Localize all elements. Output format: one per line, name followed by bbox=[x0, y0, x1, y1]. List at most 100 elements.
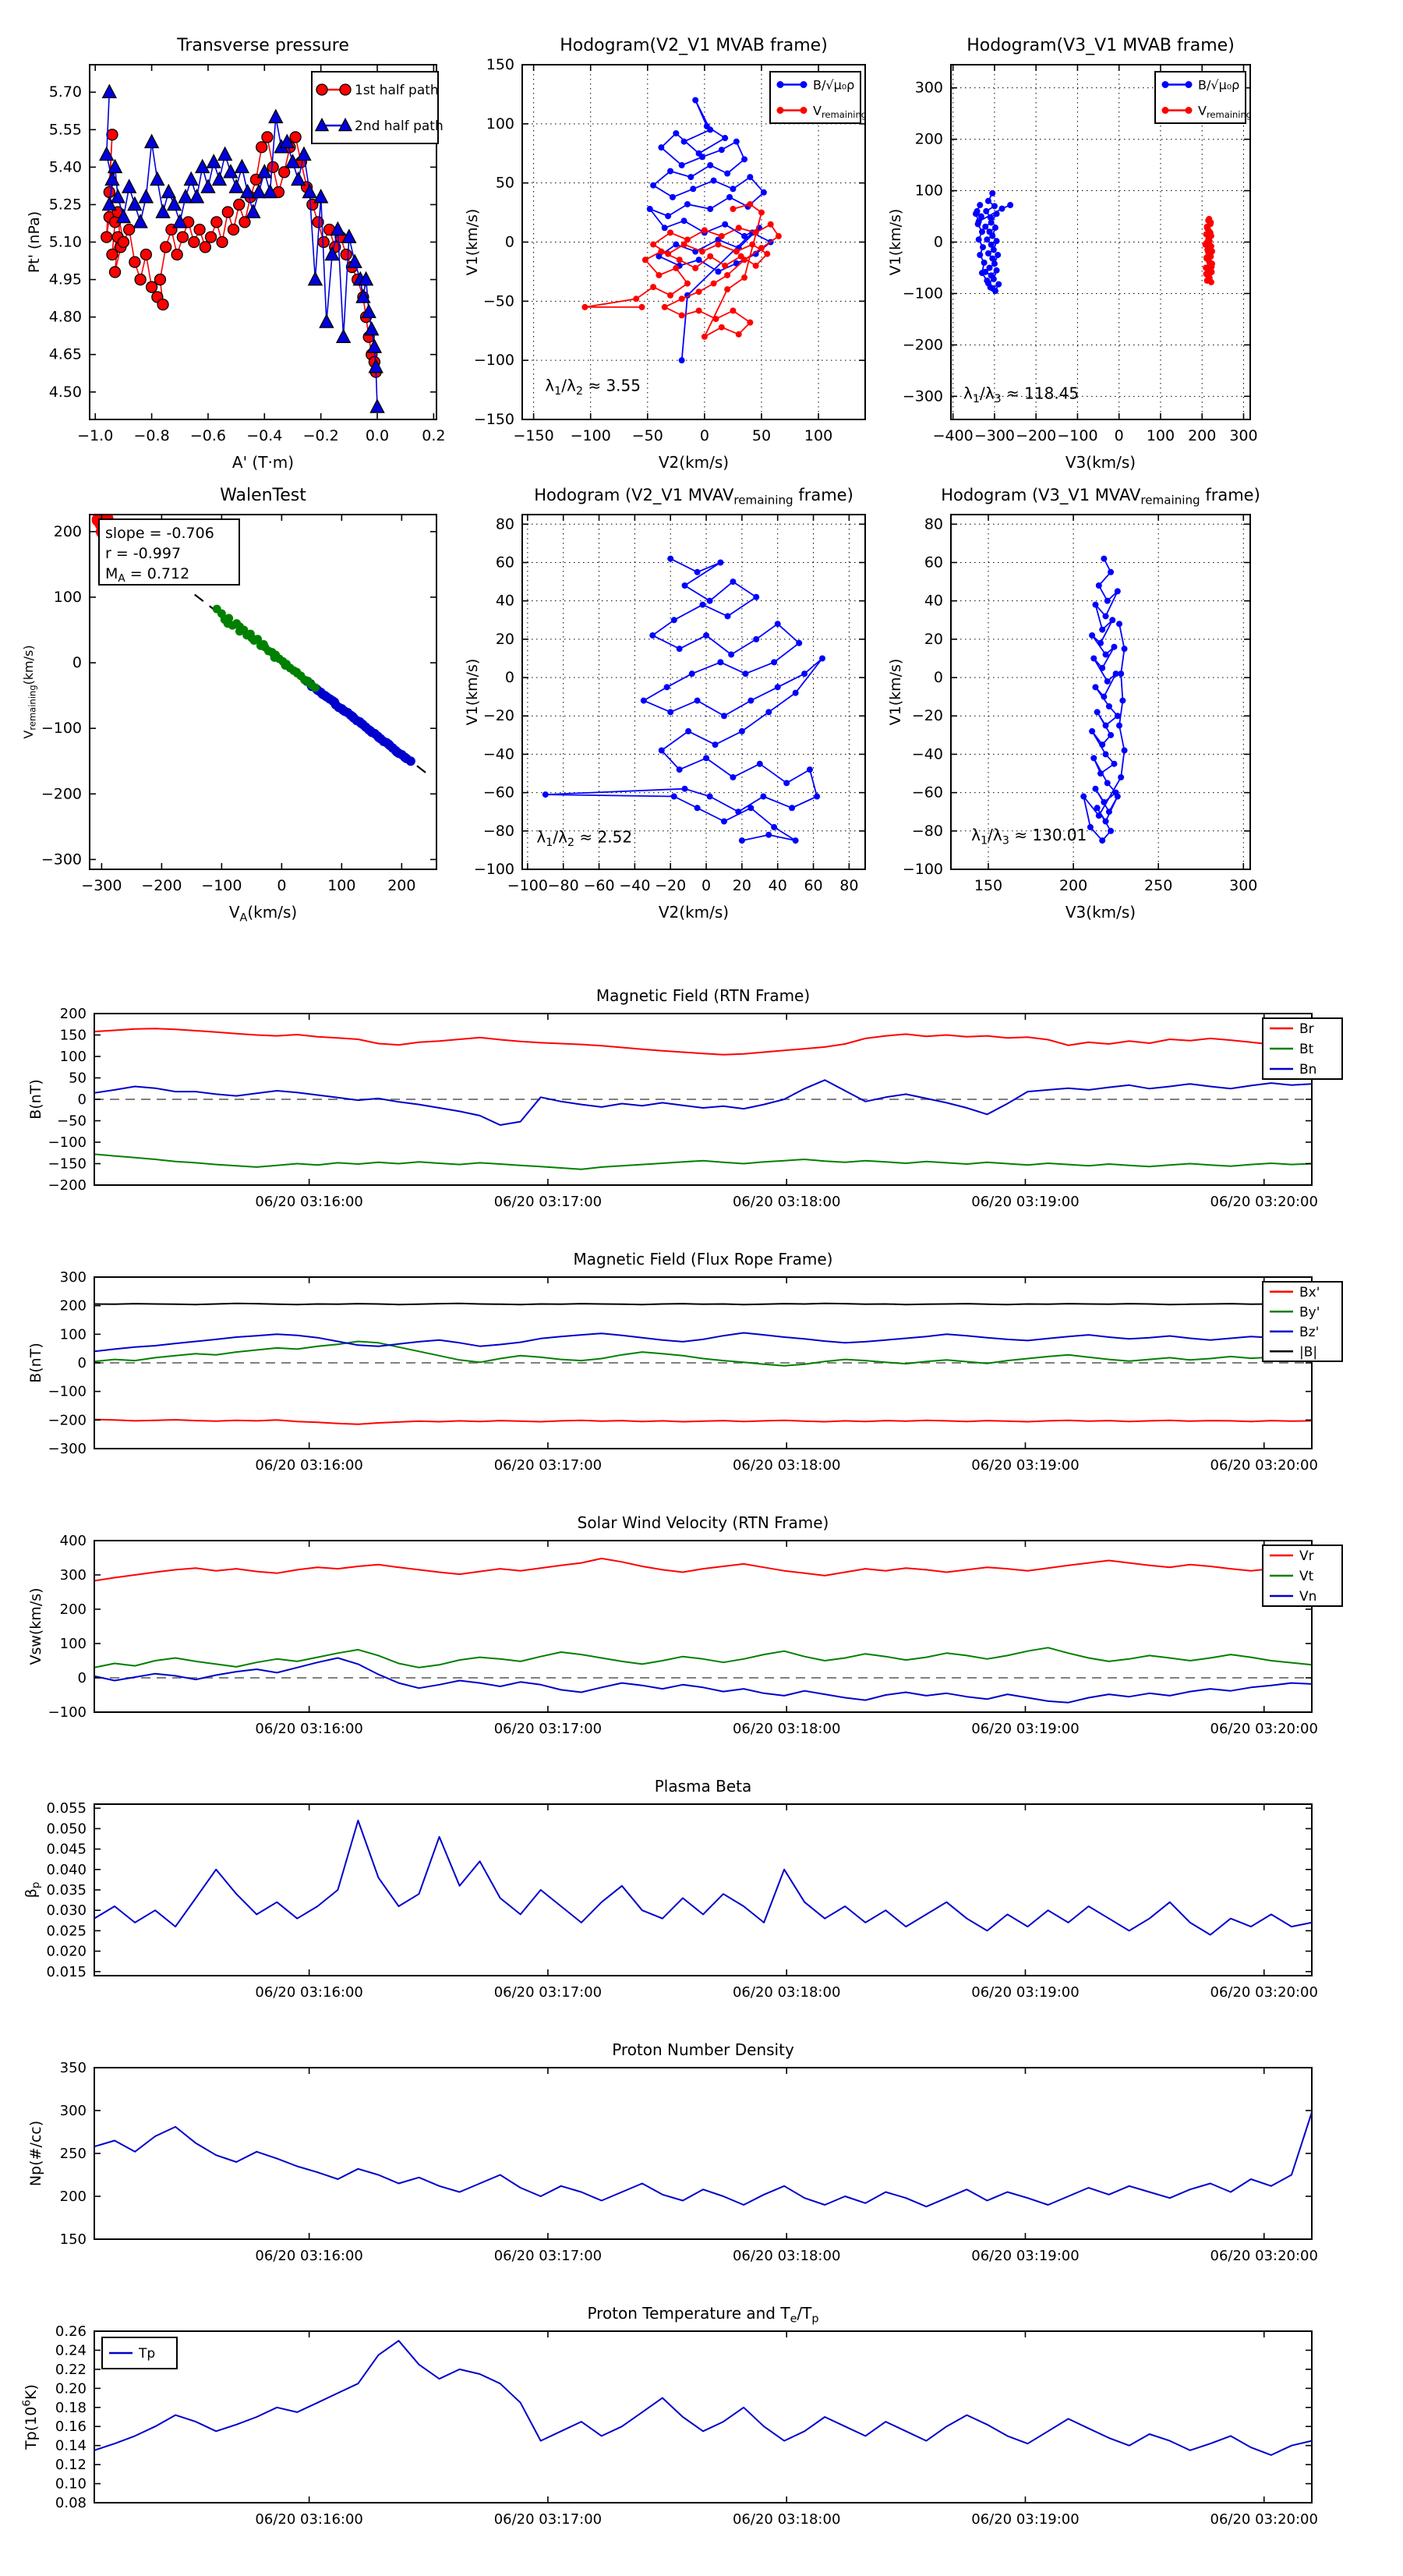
annotation: λ1/λ3 ≈ 130.01 bbox=[971, 826, 1087, 847]
axes-frame bbox=[89, 514, 437, 870]
x-tick-label: −100 bbox=[1057, 427, 1097, 444]
y-tick-label: 5.55 bbox=[49, 121, 82, 138]
x-tick-label: 0.0 bbox=[366, 427, 389, 444]
x-tick-label: −300 bbox=[974, 427, 1015, 444]
y-tick-label: −50 bbox=[483, 292, 514, 310]
svg-text:By': By' bbox=[1299, 1304, 1320, 1320]
y-tick-label: 80 bbox=[924, 515, 943, 533]
y-axis-label: Np(#/cc) bbox=[27, 2121, 44, 2186]
legend: 1st half path 2nd half path bbox=[311, 71, 444, 144]
svg-text:MA = 0.712: MA = 0.712 bbox=[105, 565, 189, 585]
x-tick-label: 200 bbox=[387, 877, 415, 894]
y-tick-label: −100 bbox=[474, 352, 514, 369]
y-tick-label: 0.055 bbox=[46, 1800, 87, 1817]
y-tick-label: 100 bbox=[915, 182, 943, 200]
x-tick-label: −100 bbox=[201, 877, 242, 894]
y-tick-label: 5.40 bbox=[49, 158, 82, 175]
y-tick-label: −80 bbox=[912, 823, 943, 840]
chart-title: WalenTest bbox=[220, 486, 306, 505]
legend: Tp bbox=[101, 2337, 178, 2369]
y-tick-label: 100 bbox=[486, 115, 514, 133]
y-tick-label: 0.26 bbox=[55, 2323, 87, 2340]
legend: Vr Vt Vn bbox=[1262, 1545, 1343, 1607]
y-tick-label: 50 bbox=[69, 1070, 87, 1087]
series-tp bbox=[94, 2340, 1312, 2456]
x-tick-label: 100 bbox=[804, 427, 832, 444]
series-b-sqrt-mu0-rho- bbox=[972, 189, 1014, 295]
chart-hodogram-v3v1-mvav: 150 200 250 300 −100 −80 −60 −40 −20 0 20 40 60 80 Hod… bbox=[887, 486, 1260, 922]
series-2nd-half-path bbox=[99, 83, 385, 413]
series-v-remaining bbox=[581, 200, 782, 340]
y-tick-label: −200 bbox=[48, 1177, 87, 1194]
chart-b-flux-rope: 06/20 03:16:00 06/20 03:17:00 06/20 03:18:… bbox=[27, 1250, 1343, 1474]
x-tick-label: −40 bbox=[619, 877, 650, 894]
svg-text:Vn: Vn bbox=[1299, 1589, 1316, 1605]
svg-text:Vt: Vt bbox=[1299, 1569, 1314, 1584]
y-tick-label: −200 bbox=[41, 785, 82, 802]
y-tick-label: 0.22 bbox=[55, 2362, 87, 2378]
chart-title: Proton Number Density bbox=[612, 2040, 794, 2059]
y-tick-label: 80 bbox=[496, 515, 514, 533]
x-tick-label: −100 bbox=[507, 877, 548, 894]
y-tick-label: 0.16 bbox=[55, 2419, 87, 2435]
svg-text:B/√μ₀ρ: B/√μ₀ρ bbox=[813, 78, 854, 93]
x-tick-label: 06/20 03:17:00 bbox=[494, 2511, 602, 2528]
y-tick-label: 5.70 bbox=[49, 83, 82, 101]
chart-title: Hodogram (V2_V1 MVAVremaining frame) bbox=[534, 486, 853, 508]
chart-title: Magnetic Field (Flux Rope Frame) bbox=[574, 1250, 833, 1269]
y-tick-label: 0.025 bbox=[46, 1923, 87, 1939]
x-tick-label: 06/20 03:20:00 bbox=[1210, 2511, 1318, 2528]
y-tick-label: 300 bbox=[915, 80, 943, 97]
x-tick-label: 06/20 03:19:00 bbox=[971, 2511, 1079, 2528]
chart-proton-temperature: 06/20 03:16:00 06/20 03:17:00 06/20 03:18:… bbox=[20, 2304, 1318, 2528]
y-tick-label: 100 bbox=[60, 1636, 87, 1652]
y-tick-label: 5.10 bbox=[49, 234, 82, 251]
plot-area bbox=[94, 2340, 1312, 2456]
legend: Bx' By' Bz' |B| bbox=[1262, 1281, 1343, 1362]
x-tick-label: −0.6 bbox=[190, 427, 226, 444]
y-axis-label: Vsw(km/s) bbox=[27, 1587, 44, 1665]
x-tick-label: −60 bbox=[583, 877, 614, 894]
y-tick-label: −150 bbox=[48, 1156, 87, 1173]
y-tick-label: −200 bbox=[48, 1412, 87, 1428]
series-bx- bbox=[94, 1418, 1312, 1425]
y-axis-label: V1(km/s) bbox=[464, 659, 481, 726]
y-axis-label: Tp(106K) bbox=[20, 2384, 40, 2450]
x-axis-label: V3(km/s) bbox=[1066, 453, 1136, 472]
y-tick-label: 0.24 bbox=[55, 2342, 87, 2358]
svg-text:Vr: Vr bbox=[1299, 1548, 1314, 1564]
y-axis-label: Vremaining(km/s) bbox=[21, 645, 38, 738]
y-tick-label: 0 bbox=[505, 234, 514, 251]
x-tick-label: 0 bbox=[277, 877, 286, 894]
x-tick-label: −50 bbox=[632, 427, 663, 444]
x-tick-label: 200 bbox=[1188, 427, 1216, 444]
y-tick-label: 300 bbox=[60, 1269, 87, 1286]
y-tick-label: −40 bbox=[483, 745, 514, 763]
x-tick-label: 06/20 03:20:00 bbox=[1210, 2248, 1318, 2264]
series-beta-p bbox=[94, 1820, 1312, 1936]
y-tick-label: −100 bbox=[903, 285, 943, 302]
x-tick-label: 06/20 03:17:00 bbox=[494, 1194, 602, 1210]
annotation: λ1/λ3 ≈ 118.45 bbox=[963, 384, 1079, 405]
y-tick-label: 200 bbox=[60, 1298, 87, 1315]
y-axis-label: βp bbox=[23, 1882, 42, 1898]
y-tick-label: 4.65 bbox=[49, 346, 82, 363]
series-blue-points bbox=[302, 676, 415, 766]
plot-area bbox=[94, 2111, 1312, 2208]
x-tick-label: 06/20 03:16:00 bbox=[255, 1984, 362, 2001]
y-tick-label: 0.035 bbox=[46, 1882, 87, 1898]
x-tick-label: −200 bbox=[141, 877, 182, 894]
x-tick-label: 0 bbox=[1115, 427, 1124, 444]
plot-area bbox=[94, 1302, 1312, 1425]
axes-frame bbox=[521, 514, 866, 870]
y-tick-label: 100 bbox=[60, 1049, 87, 1065]
y-tick-label: 200 bbox=[915, 131, 943, 148]
svg-text:Bz': Bz' bbox=[1299, 1325, 1319, 1340]
x-tick-label: 60 bbox=[804, 877, 822, 894]
x-tick-label: −100 bbox=[571, 427, 611, 444]
y-tick-label: 0.050 bbox=[46, 1821, 87, 1837]
x-tick-label: 06/20 03:20:00 bbox=[1210, 1194, 1318, 1210]
plot-area bbox=[99, 83, 385, 413]
axes-frame bbox=[950, 514, 1251, 870]
